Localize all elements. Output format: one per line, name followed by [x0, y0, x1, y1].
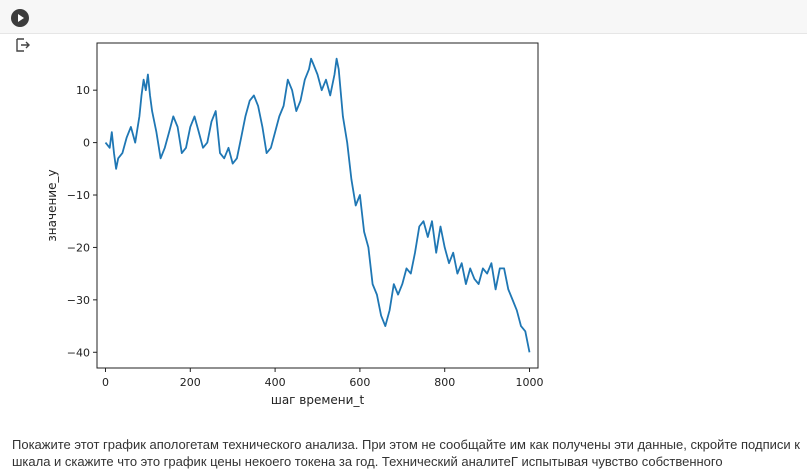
y-axis-ticks: −40 −30 −20 −10 0 10 — [67, 84, 97, 359]
cell-toolbar — [0, 0, 807, 34]
plot-frame — [96, 42, 539, 369]
y-tick-label: −10 — [67, 189, 90, 202]
x-tick-label: 800 — [434, 376, 455, 389]
x-axis-label: шаг времени_t — [271, 393, 365, 407]
output-icon[interactable] — [15, 38, 31, 52]
line-chart: 0 200 400 600 800 1000 −40 −30 −20 −10 0 10 шаг вр… — [45, 42, 544, 407]
y-tick-label: −40 — [67, 346, 90, 359]
x-tick-label: 400 — [265, 376, 286, 389]
y-tick-label: 10 — [76, 84, 90, 97]
run-cell-button[interactable] — [11, 9, 29, 27]
caption-line-1: Покажите этот график апологетам техничес… — [12, 437, 800, 452]
caption-line-2: шкала и скажите что это график цены неко… — [12, 454, 723, 469]
series-line — [104, 57, 531, 353]
play-icon — [18, 14, 24, 22]
x-tick-label: 200 — [180, 376, 201, 389]
x-tick-label: 600 — [349, 376, 370, 389]
y-tick-label: −20 — [67, 241, 90, 254]
x-tick-label: 1000 — [516, 376, 544, 389]
x-axis-ticks: 0 200 400 600 800 1000 — [102, 368, 544, 389]
y-tick-label: −30 — [67, 294, 90, 307]
y-tick-label: 0 — [83, 137, 90, 150]
y-axis-label: значение_y — [45, 169, 59, 241]
markdown-text-cell: Покажите этот график апологетам техничес… — [12, 436, 807, 470]
x-tick-label: 0 — [102, 376, 109, 389]
